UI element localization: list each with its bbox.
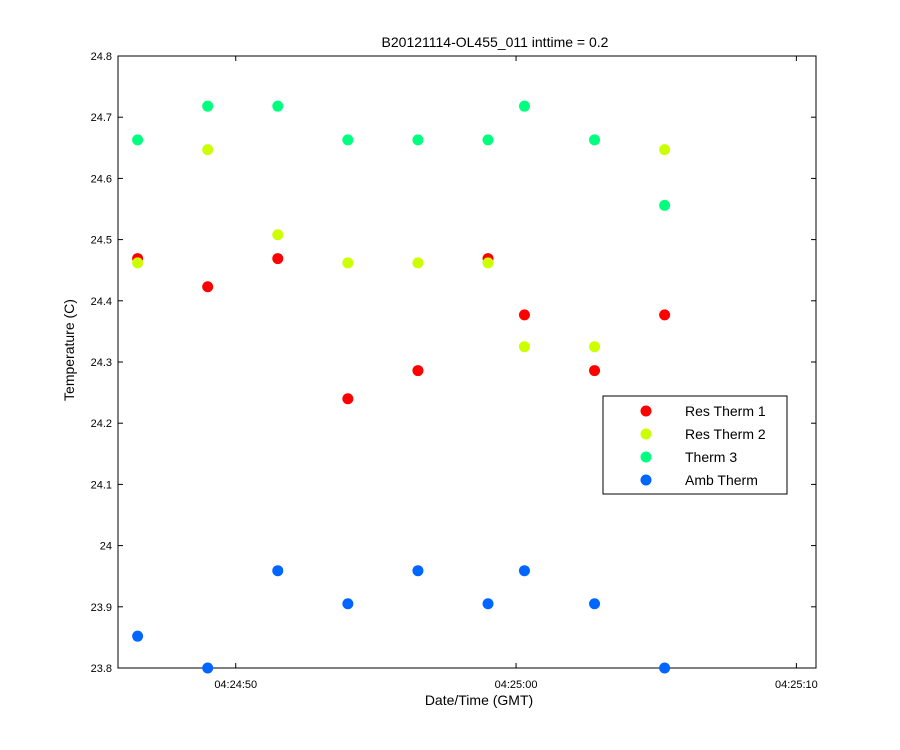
- data-point: [659, 199, 671, 211]
- data-point: [202, 100, 214, 112]
- data-point: [272, 229, 284, 241]
- data-point: [659, 309, 671, 321]
- data-point: [342, 257, 354, 269]
- data-point: [202, 281, 214, 293]
- data-point: [659, 662, 671, 674]
- y-tick-label: 24.1: [91, 479, 112, 491]
- data-point: [482, 134, 494, 146]
- data-point: [202, 662, 214, 674]
- series-res-therm-2: [132, 144, 671, 353]
- legend-label: Therm 3: [685, 449, 737, 465]
- data-point: [518, 100, 530, 112]
- x-tick-label: 04:25:00: [495, 679, 538, 691]
- y-tick-label: 24.2: [91, 418, 112, 430]
- legend-label: Res Therm 1: [685, 403, 766, 419]
- x-axis-title: Date/Time (GMT): [425, 692, 533, 708]
- legend: Res Therm 1 Res Therm 2 Therm 3 Amb Therm: [602, 395, 788, 495]
- data-point: [342, 134, 354, 146]
- legend-marker: [640, 405, 652, 417]
- data-point: [518, 309, 530, 321]
- data-point: [589, 341, 601, 353]
- x-tick-label: 04:25:10: [775, 679, 818, 691]
- y-tick-label: 24.3: [91, 357, 112, 369]
- data-point: [518, 565, 530, 577]
- data-point: [412, 365, 424, 377]
- axis-ticks: 23.8 23.9 24 24.1 24.2 24.3 24.4 24.5 24.6 24.7 24…: [91, 51, 818, 691]
- data-point: [342, 393, 354, 405]
- y-tick-label: 23.8: [91, 663, 112, 675]
- legend-label: Res Therm 2: [685, 426, 766, 442]
- legend-marker: [640, 451, 652, 463]
- data-point: [132, 134, 144, 146]
- y-axis-title: Temperature (C): [61, 299, 77, 401]
- data-point: [132, 630, 144, 642]
- data-point: [482, 257, 494, 269]
- y-tick-label: 24.7: [91, 112, 112, 124]
- y-tick-label: 24.5: [91, 235, 112, 247]
- legend-label: Amb Therm: [685, 472, 758, 488]
- data-point: [589, 598, 601, 610]
- series-amb-therm: [132, 565, 671, 674]
- data-point: [589, 134, 601, 146]
- data-points: [132, 100, 671, 674]
- data-point: [412, 565, 424, 577]
- y-tick-label: 24.6: [91, 173, 112, 185]
- data-point: [412, 134, 424, 146]
- y-tick-label: 24.4: [91, 296, 112, 308]
- series-therm-3: [132, 100, 671, 211]
- plot-area: [117, 55, 817, 669]
- legend-marker: [640, 428, 652, 440]
- data-point: [272, 565, 284, 577]
- x-tick-label: 04:24:50: [214, 679, 257, 691]
- data-point: [272, 100, 284, 112]
- chart-title: B20121114-OL455_011 inttime = 0.2: [382, 34, 609, 50]
- data-point: [272, 253, 284, 265]
- data-point: [342, 598, 354, 610]
- legend-box: [602, 395, 788, 495]
- data-point: [482, 598, 494, 610]
- data-point: [589, 365, 601, 377]
- data-point: [202, 144, 214, 156]
- y-tick-label: 24: [100, 541, 112, 553]
- y-tick-label: 23.9: [91, 602, 112, 614]
- data-point: [132, 257, 144, 269]
- legend-marker: [640, 474, 652, 486]
- data-point: [412, 257, 424, 269]
- data-point: [659, 144, 671, 156]
- y-tick-label: 24.8: [91, 51, 112, 63]
- data-point: [518, 341, 530, 353]
